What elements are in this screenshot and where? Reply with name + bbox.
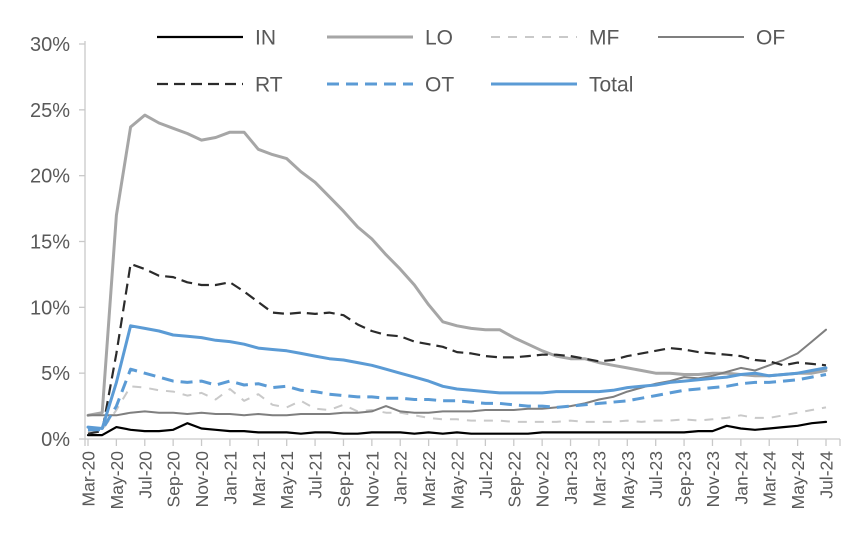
x-tick-label: Nov-20 xyxy=(192,451,212,508)
x-tick-label: Jul-21 xyxy=(306,451,326,499)
legend-item-RT: RT xyxy=(157,74,283,97)
x-tick-label: Sep-21 xyxy=(334,451,354,507)
series-Total xyxy=(86,324,828,430)
series-lines xyxy=(86,113,828,437)
x-tick-label: May-23 xyxy=(618,451,638,509)
x-tick-label: Mar-21 xyxy=(249,451,269,506)
x-tick-label: Mar-20 xyxy=(79,451,99,507)
x-tick-label: Sep-22 xyxy=(504,451,524,507)
y-tick-label: 20% xyxy=(30,166,70,188)
x-tick-label: May-20 xyxy=(107,451,127,510)
x-tick-label: Jul-20 xyxy=(135,451,155,499)
legend-item-IN: IN xyxy=(157,27,276,50)
legend-label: OT xyxy=(425,74,454,97)
x-tick-label: Jan-23 xyxy=(561,451,581,505)
legend-item-Total: Total xyxy=(491,74,633,97)
x-tick-label: Nov-23 xyxy=(703,451,723,507)
y-tick-label: 25% xyxy=(30,100,70,122)
legend-label: LO xyxy=(425,27,453,50)
y-tick-label: 30% xyxy=(30,34,70,56)
x-tick-label: Jul-23 xyxy=(646,451,666,499)
x-tick-label: Jan-21 xyxy=(220,451,240,505)
legend-label: Total xyxy=(589,74,633,97)
x-tick-label: Sep-23 xyxy=(675,451,695,507)
legend-label: OF xyxy=(756,27,785,50)
x-tick-label: Jul-22 xyxy=(476,451,496,499)
y-tick-label: 0% xyxy=(41,429,70,451)
series-IN xyxy=(86,420,828,437)
x-tick-label: May-24 xyxy=(788,451,808,510)
x-tick-label: Sep-20 xyxy=(164,451,184,508)
x-tick-label: Nov-21 xyxy=(362,451,382,507)
x-tick-label: Jan-22 xyxy=(391,451,411,505)
series-LO xyxy=(86,113,828,417)
y-tick-label: 5% xyxy=(41,363,70,385)
x-tick-label: May-21 xyxy=(277,451,297,509)
legend-label: RT xyxy=(255,74,283,97)
y-tick-label: 15% xyxy=(30,232,70,254)
x-axis: Mar-20 May-20 Jul-20 Sep-20 Nov-20 Jan-21 Mar-… xyxy=(79,438,841,510)
series-RT xyxy=(87,262,827,435)
chart-legend: IN LO MF OF RT OT Total xyxy=(157,27,785,97)
legend-item-MF: MF xyxy=(491,27,619,50)
x-tick-label: May-22 xyxy=(448,451,468,509)
series-OT xyxy=(88,367,827,432)
x-tick-label: Nov-22 xyxy=(533,451,553,507)
series-OF xyxy=(87,328,827,417)
legend-item-OF: OF xyxy=(658,27,785,50)
legend-item-LO: LO xyxy=(327,27,453,50)
x-tick-label: Mar-23 xyxy=(589,451,609,506)
legend-label: IN xyxy=(255,27,276,50)
legend-item-OT: OT xyxy=(327,74,454,97)
x-tick-label: Mar-22 xyxy=(419,451,439,506)
x-tick-label: Jul-24 xyxy=(817,451,837,499)
x-tick-label: Jan-24 xyxy=(731,451,751,505)
x-tick-label: Mar-24 xyxy=(760,451,780,507)
legend-label: MF xyxy=(589,27,619,50)
y-tick-label: 10% xyxy=(30,297,70,319)
series-MF xyxy=(87,385,827,433)
y-axis: 0% 5% 10% 15% 20% 25% 30% xyxy=(30,34,86,451)
